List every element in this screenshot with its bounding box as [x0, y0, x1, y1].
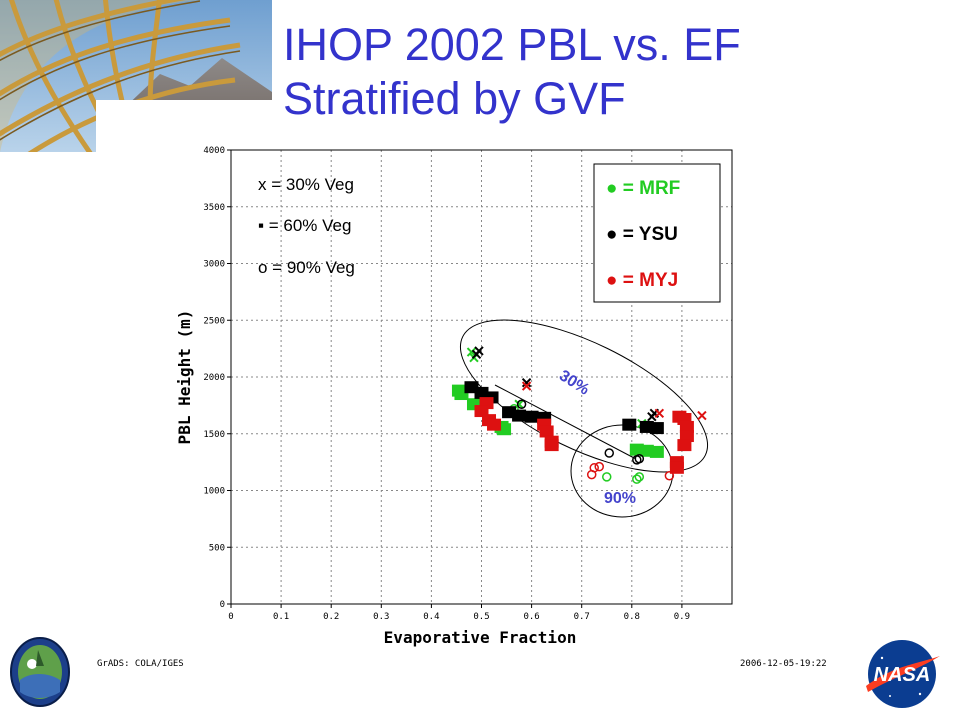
data-point-square — [474, 405, 489, 418]
veg-note-90: o = 90% Veg — [258, 258, 355, 277]
y-tick-label: 3500 — [203, 203, 225, 213]
annotation-90: 90% — [604, 490, 636, 507]
x-tick-label: 0.1 — [273, 612, 289, 622]
data-point-circle — [589, 463, 599, 473]
data-point-x — [466, 347, 477, 357]
y-axis-ticks: 0 500 1000 1500 2000 2500 3000 3500 4000 — [203, 146, 231, 610]
x-axis-ticks: 0 0.1 0.2 0.3 0.4 0.5 0.6 0.7 0.8 0.9 — [228, 604, 690, 622]
mission-emblem-icon — [10, 637, 70, 707]
data-point-square — [622, 418, 637, 431]
data-point-circle — [634, 453, 645, 464]
data-point-circle — [594, 461, 604, 472]
banner-photo — [0, 0, 272, 152]
data-point-circle — [516, 399, 527, 409]
y-tick-label: 2500 — [203, 316, 225, 326]
x-tick-label: 0.7 — [574, 612, 590, 622]
data-point-circle — [664, 470, 675, 481]
x-tick-label: 0.3 — [373, 612, 389, 622]
x-tick-label: 0.9 — [674, 612, 690, 622]
legend-item-mrf: ● = MRF — [606, 178, 680, 199]
chart-grid — [231, 150, 732, 604]
data-point-x — [514, 399, 524, 409]
slide-title: IHOP 2002 PBL vs. EF Stratified by GVF — [283, 18, 943, 126]
legend-item-myj: ● = MYJ — [606, 270, 678, 291]
y-tick-label: 1000 — [203, 487, 225, 497]
y-tick-label: 3000 — [203, 260, 225, 270]
y-tick-label: 2000 — [203, 373, 225, 383]
data-point-x — [521, 381, 532, 391]
data-point-circle — [602, 472, 612, 482]
data-point-square — [649, 445, 664, 458]
data-point-x — [474, 346, 484, 356]
svg-text:NASA: NASA — [874, 664, 931, 686]
nasa-meatball-icon: NASA — [866, 640, 940, 708]
data-point-square — [679, 430, 694, 443]
data-point-square — [669, 461, 684, 474]
data-point-x — [654, 408, 665, 419]
y-tick-label: 4000 — [203, 146, 225, 156]
data-point-square — [539, 425, 554, 438]
y-tick-label: 0 — [220, 600, 225, 610]
y-axis-label: PBL Height (m) — [175, 310, 194, 445]
data-point-circle — [632, 474, 642, 484]
divider-line — [494, 384, 637, 460]
x-tick-label: 0.5 — [473, 612, 489, 622]
slide-title-line1: IHOP 2002 PBL vs. EF — [283, 19, 741, 70]
x-tick-label: 0.2 — [323, 612, 339, 622]
legend-frame — [593, 163, 721, 303]
legend-box: ● = MRF ● = YSU ● = MYJ — [593, 163, 721, 303]
x-tick-label: 0 — [228, 612, 233, 622]
x-axis-label: Evaporative Fraction — [384, 628, 577, 647]
annotation-30: 30% — [556, 367, 592, 398]
group-30-ellipse — [459, 319, 709, 473]
x-tick-label: 0.8 — [624, 612, 640, 622]
footer-left: GrADS: COLA/IGES — [97, 659, 184, 669]
x-tick-label: 0.6 — [523, 612, 539, 622]
data-point-x — [697, 410, 707, 421]
veg-note-30: x = 30% Veg — [258, 175, 354, 194]
legend-item-ysu: ● = YSU — [606, 224, 678, 245]
data-point-circle — [634, 472, 645, 482]
data-point-circle — [604, 448, 615, 458]
y-tick-label: 500 — [209, 543, 225, 553]
data-point-square — [487, 418, 502, 431]
data-point-square — [524, 410, 539, 423]
data-point-square — [512, 409, 527, 422]
series-myj — [474, 381, 707, 481]
data-point-square — [679, 420, 694, 433]
data-point-x — [521, 377, 532, 388]
y-tick-label: 1500 — [203, 430, 225, 440]
veg-note-60: ▪ = 60% Veg — [258, 216, 351, 235]
data-marks — [451, 346, 707, 484]
data-point-square — [649, 422, 664, 435]
data-point-square — [544, 439, 559, 452]
series-ysu — [464, 346, 664, 465]
footer-right: 2006-12-05-19:22 — [740, 659, 827, 669]
x-tick-label: 0.4 — [423, 612, 439, 622]
slide-title-line2: Stratified by GVF — [283, 73, 626, 124]
data-point-square — [677, 439, 692, 452]
